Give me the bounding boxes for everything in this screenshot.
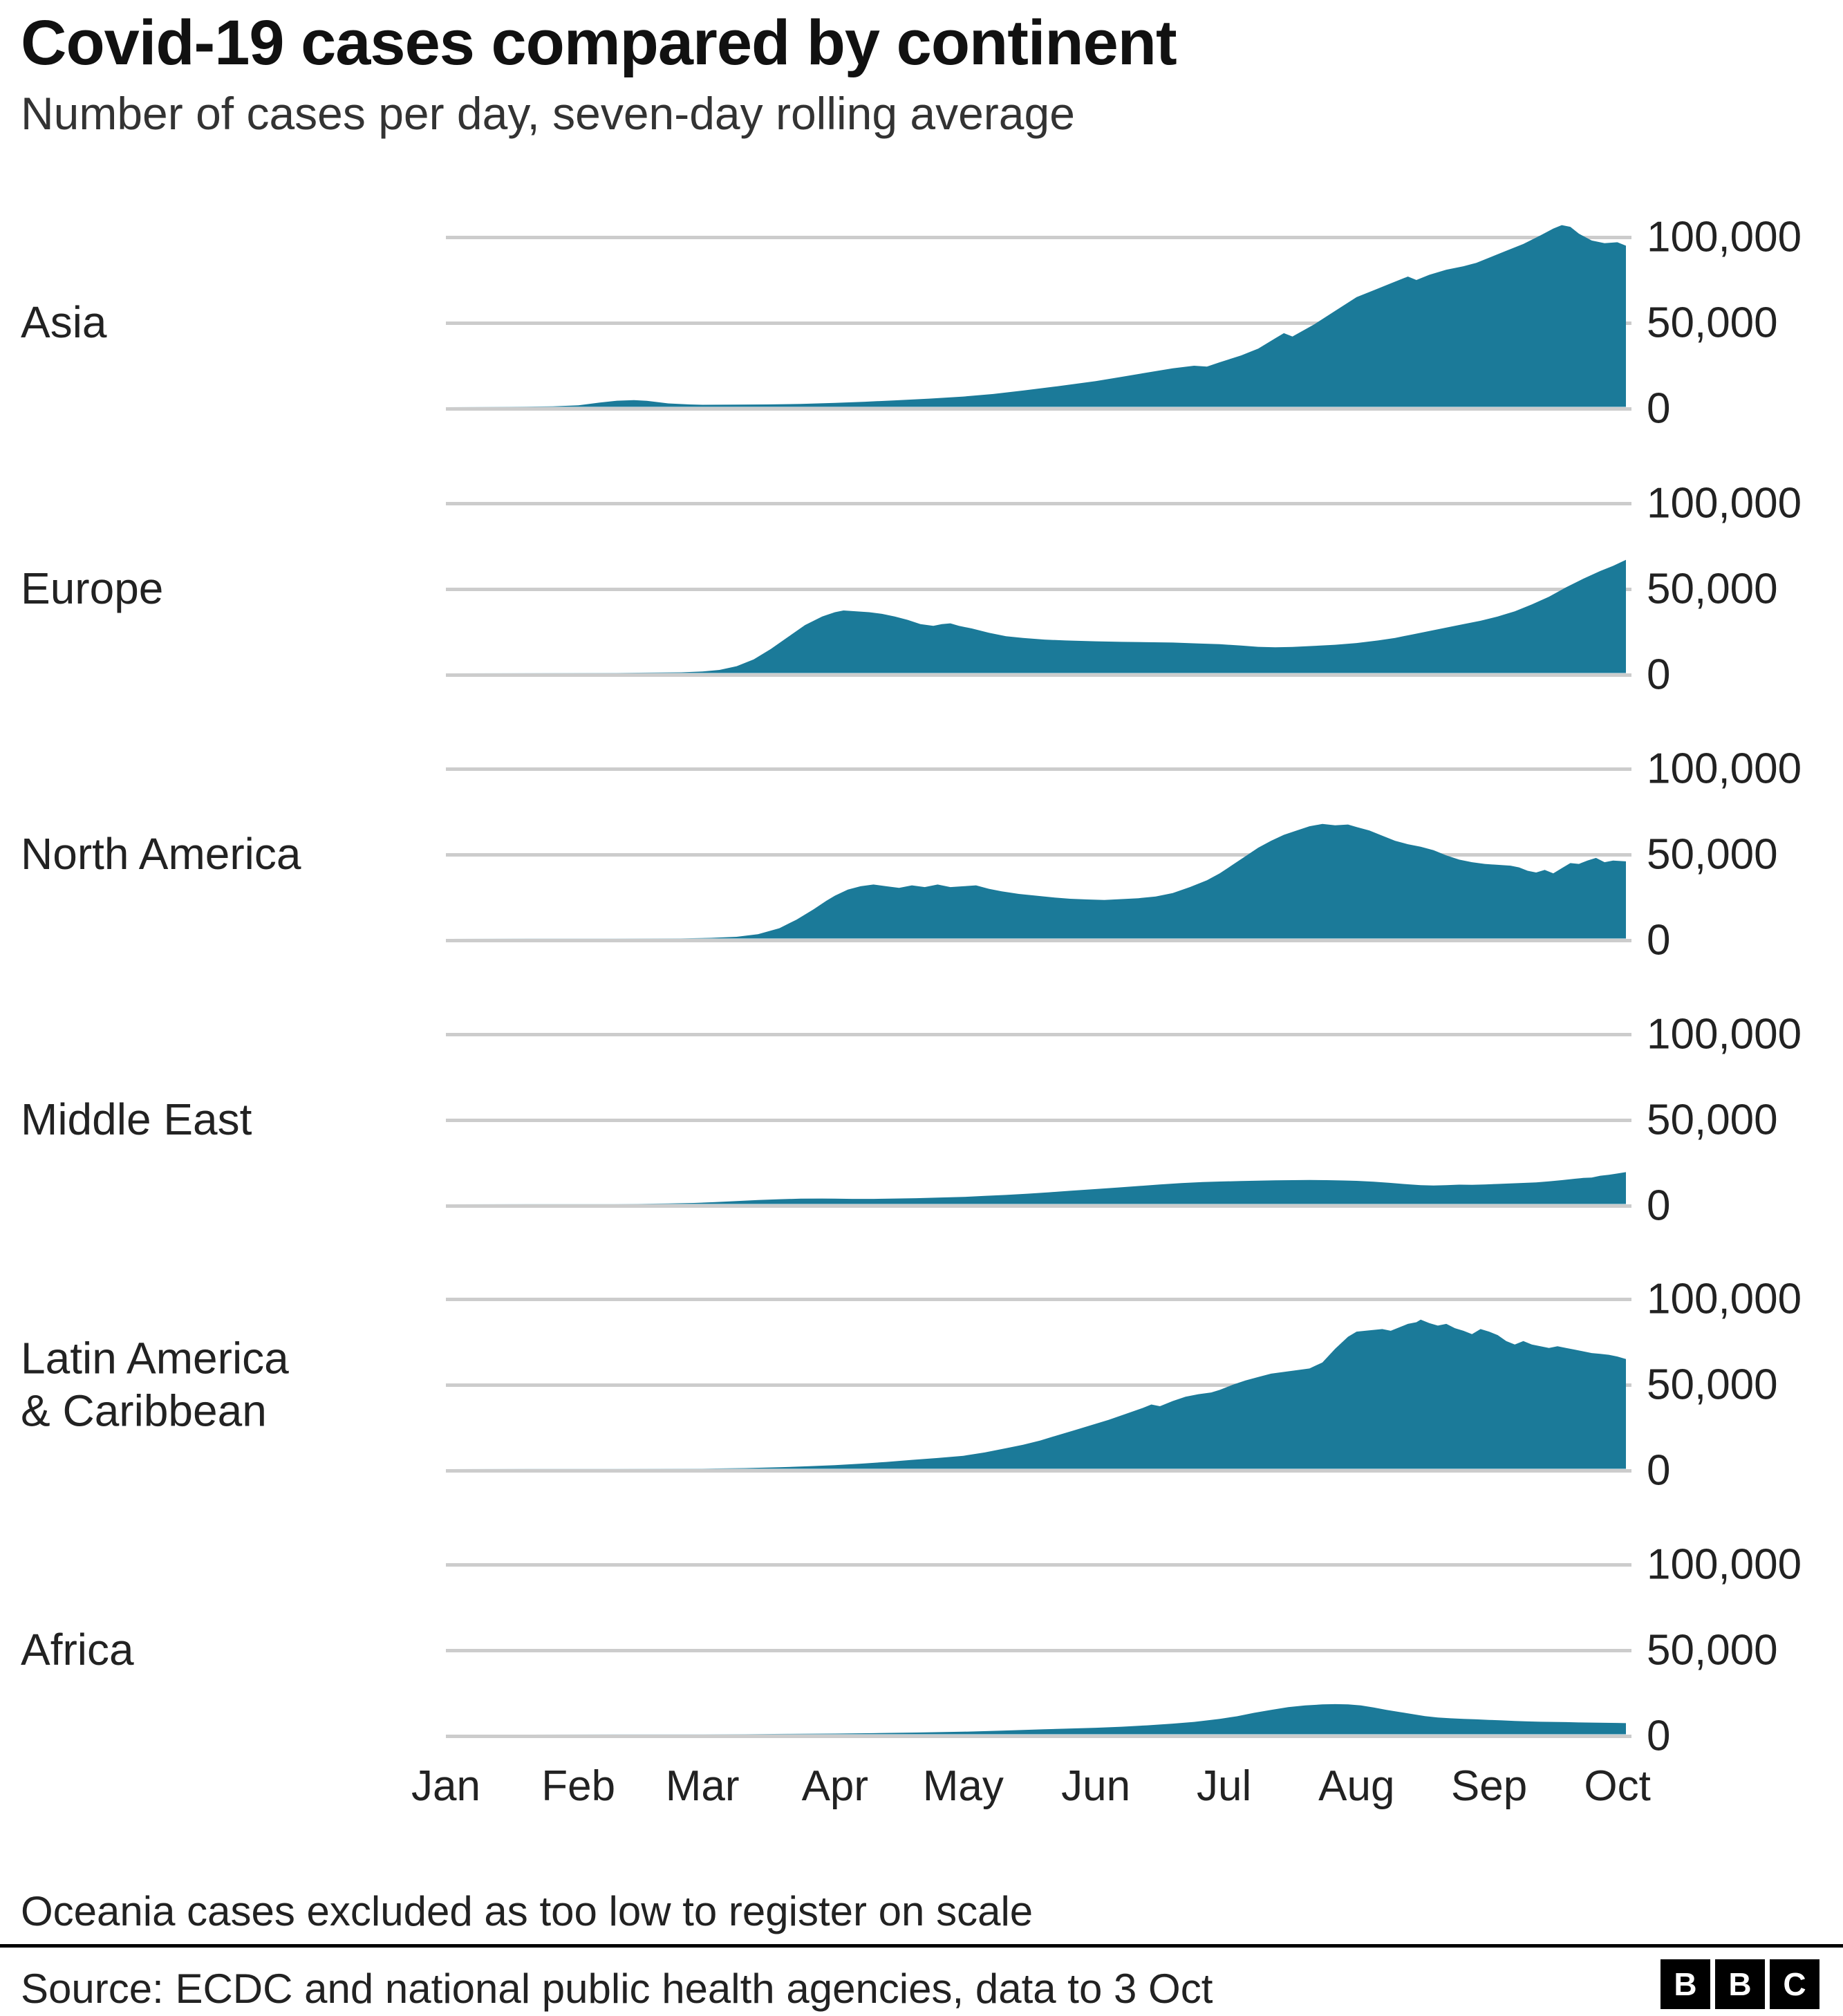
gridline-asia-50000 — [446, 321, 1631, 325]
gridline-africa-50000 — [446, 1648, 1631, 1652]
y-axis-label-middle-east-0: 0 — [1647, 1182, 1671, 1230]
area-chart-north-america — [446, 823, 1626, 939]
gridline-africa-100000 — [446, 1562, 1631, 1567]
y-axis-label-north-america-100000: 100,000 — [1647, 745, 1802, 793]
area-chart-africa — [446, 1704, 1626, 1735]
bbc-logo-letter: B — [1728, 1966, 1752, 2002]
area-shape-europe — [446, 559, 1626, 673]
y-axis-label-europe-50000: 50,000 — [1647, 565, 1778, 613]
x-axis-label-aug: Aug — [1318, 1762, 1395, 1810]
gridline-latin-america-caribbean-0 — [446, 1468, 1631, 1473]
gridline-middle-east-100000 — [446, 1032, 1631, 1036]
bbc-logo-block-2: B — [1715, 1959, 1765, 2009]
y-axis-label-latin-america-caribbean-0: 0 — [1647, 1446, 1671, 1495]
x-axis-label-jan: Jan — [411, 1762, 480, 1810]
row-label-europe: Europe — [21, 563, 164, 614]
x-axis-label-apr: Apr — [801, 1762, 869, 1810]
y-axis-label-europe-0: 0 — [1647, 651, 1671, 699]
gridline-north-america-50000 — [446, 852, 1631, 857]
x-axis-label-mar: Mar — [665, 1762, 740, 1810]
x-axis-label-may: May — [922, 1762, 1004, 1810]
gridline-asia-0 — [446, 407, 1631, 411]
y-axis-label-asia-50000: 50,000 — [1647, 299, 1778, 347]
bbc-logo-letter: C — [1783, 1966, 1806, 2002]
y-axis-label-middle-east-100000: 100,000 — [1647, 1010, 1802, 1058]
y-axis-label-north-america-0: 0 — [1647, 916, 1671, 964]
gridline-asia-100000 — [446, 235, 1631, 239]
y-axis-label-africa-0: 0 — [1647, 1712, 1671, 1760]
x-axis-label-oct: Oct — [1584, 1762, 1651, 1810]
y-axis-label-middle-east-50000: 50,000 — [1647, 1096, 1778, 1144]
gridline-middle-east-0 — [446, 1204, 1631, 1208]
gridline-latin-america-caribbean-100000 — [446, 1297, 1631, 1301]
gridline-north-america-100000 — [446, 767, 1631, 771]
area-chart-middle-east — [446, 1172, 1626, 1204]
row-label-latin-america-caribbean: Latin America & Caribbean — [21, 1333, 289, 1435]
bbc-logo-block-3: C — [1770, 1959, 1819, 2009]
row-label-asia: Asia — [21, 297, 107, 348]
y-axis-label-latin-america-caribbean-50000: 50,000 — [1647, 1361, 1778, 1409]
area-shape-africa — [446, 1704, 1626, 1735]
area-chart-europe — [446, 559, 1626, 673]
gridline-middle-east-50000 — [446, 1118, 1631, 1122]
y-axis-label-asia-0: 0 — [1647, 384, 1671, 433]
row-label-north-america: North America — [21, 829, 301, 879]
x-axis-label-jul: Jul — [1196, 1762, 1252, 1810]
y-axis-label-latin-america-caribbean-100000: 100,000 — [1647, 1275, 1802, 1323]
page-title: Covid-19 cases compared by continent — [21, 8, 1177, 78]
area-chart-asia — [446, 225, 1626, 407]
area-shape-latin-america-caribbean — [446, 1319, 1626, 1469]
area-chart-latin-america-caribbean — [446, 1319, 1626, 1469]
source-text: Source: ECDC and national public health … — [21, 1966, 1213, 2012]
y-axis-label-africa-100000: 100,000 — [1647, 1540, 1802, 1589]
divider-line — [0, 1944, 1843, 1948]
row-label-middle-east: Middle East — [21, 1094, 252, 1145]
gridline-europe-0 — [446, 673, 1631, 677]
y-axis-label-asia-100000: 100,000 — [1647, 213, 1802, 261]
area-shape-asia — [446, 225, 1626, 407]
gridline-africa-0 — [446, 1734, 1631, 1738]
chart-footnote: Oceania cases excluded as too low to reg… — [21, 1888, 1033, 1934]
page-subtitle: Number of cases per day, seven-day rolli… — [21, 88, 1075, 139]
row-label-africa: Africa — [21, 1625, 134, 1675]
y-axis-label-africa-50000: 50,000 — [1647, 1626, 1778, 1674]
y-axis-label-north-america-50000: 50,000 — [1647, 830, 1778, 879]
area-shape-north-america — [446, 823, 1626, 939]
gridline-europe-100000 — [446, 501, 1631, 505]
x-axis-label-sep: Sep — [1450, 1762, 1528, 1810]
x-axis-label-jun: Jun — [1061, 1762, 1131, 1810]
bbc-logo-letter: B — [1674, 1966, 1697, 2002]
area-shape-middle-east — [446, 1172, 1626, 1204]
gridline-latin-america-caribbean-50000 — [446, 1383, 1631, 1387]
y-axis-label-europe-100000: 100,000 — [1647, 479, 1802, 528]
bbc-logo-block-1: B — [1660, 1959, 1710, 2009]
x-axis-label-feb: Feb — [541, 1762, 616, 1810]
gridline-europe-50000 — [446, 587, 1631, 591]
gridline-north-america-0 — [446, 938, 1631, 942]
